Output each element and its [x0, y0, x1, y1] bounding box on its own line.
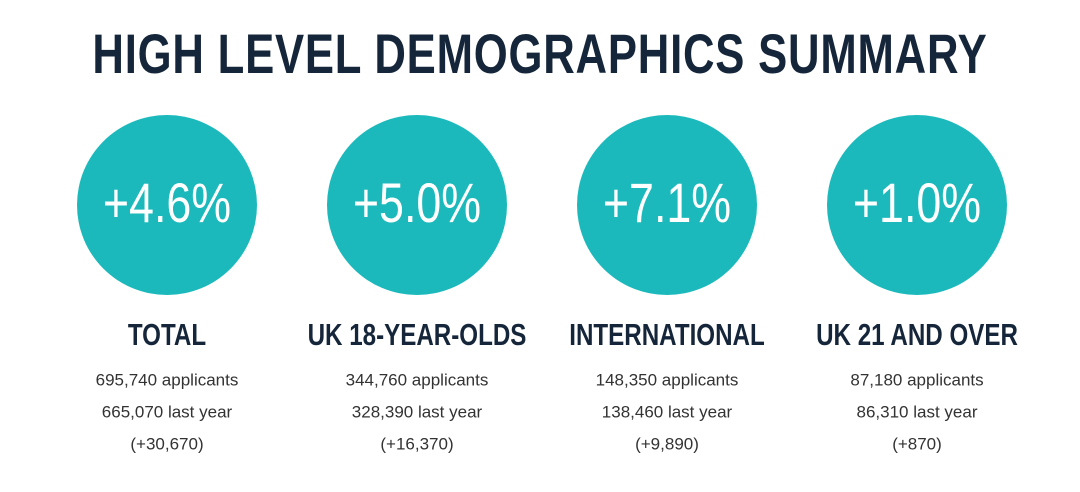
label-group: UK 21 AND OVER — [816, 317, 1018, 352]
title-group: HIGH LEVEL DEMOGRAPHICS SUMMARY — [92, 23, 987, 85]
detail-line: (+9,890) — [635, 434, 699, 453]
detail-line: 665,070 last year — [102, 402, 233, 421]
circle — [827, 115, 1007, 295]
circle — [77, 115, 257, 295]
percent: +7.1% — [603, 171, 731, 234]
percent-group: +1.0% — [853, 171, 981, 234]
label: UK 18-YEAR-OLDS — [308, 317, 527, 352]
label: UK 21 AND OVER — [816, 317, 1018, 352]
card: +7.1% INTERNATIONAL 148,350 applicants 138,… — [569, 115, 765, 453]
label-group: TOTAL — [128, 317, 206, 352]
percent-group: +4.6% — [103, 171, 231, 234]
percent: +1.0% — [853, 171, 981, 234]
detail-line: 87,180 applicants — [850, 370, 983, 389]
detail-line: 328,390 last year — [352, 402, 483, 421]
percent-group: +5.0% — [353, 171, 481, 234]
card: +4.6% TOTAL 695,740 applicants 665,070 last… — [77, 115, 257, 453]
percent: +5.0% — [353, 171, 481, 234]
detail-line: (+30,670) — [130, 434, 203, 453]
title: HIGH LEVEL DEMOGRAPHICS SUMMARY — [92, 23, 987, 85]
card: +1.0% UK 21 AND OVER 87,180 applicants 86,3… — [816, 115, 1018, 453]
label: TOTAL — [128, 317, 206, 352]
detail-line: 86,310 last year — [857, 402, 978, 421]
percent-group: +7.1% — [603, 171, 731, 234]
circle — [327, 115, 507, 295]
label-group: INTERNATIONAL — [569, 317, 765, 352]
percent: +4.6% — [103, 171, 231, 234]
detail-line: (+870) — [892, 434, 942, 453]
label: INTERNATIONAL — [569, 317, 765, 352]
detail-line: 344,760 applicants — [346, 370, 489, 389]
detail-line: (+16,370) — [380, 434, 453, 453]
detail-line: 148,350 applicants — [596, 370, 739, 389]
detail-line: 138,460 last year — [602, 402, 733, 421]
circle — [577, 115, 757, 295]
card: +5.0% UK 18-YEAR-OLDS 344,760 applicants 32… — [308, 115, 527, 453]
detail-line: 695,740 applicants — [96, 370, 239, 389]
label-group: UK 18-YEAR-OLDS — [308, 317, 527, 352]
